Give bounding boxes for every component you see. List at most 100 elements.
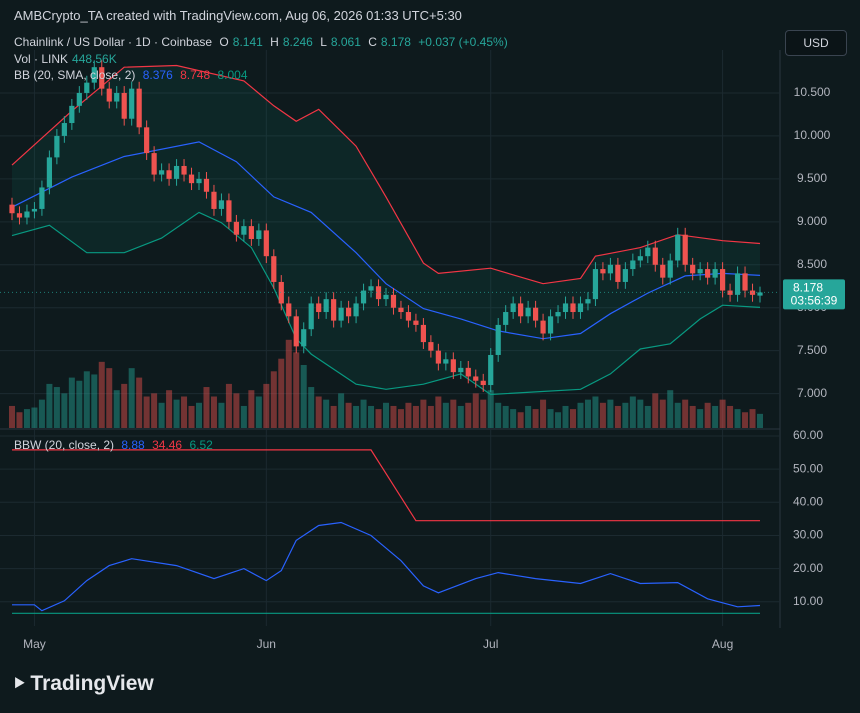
candle-body [293,316,299,347]
volume-bar [330,405,337,428]
bbw-high: 34.46 [152,438,183,452]
candle-body [353,303,359,317]
close-value: 8.178 [380,35,411,49]
candle-body [495,324,501,355]
candle-body [226,200,232,222]
volume-bar [412,405,419,428]
candle-body [271,256,277,282]
candle-body [607,264,613,274]
volume-bar [719,399,726,428]
y-tick-label: 9.000 [797,214,827,228]
volume-bar [442,402,449,428]
volume-bar [353,405,360,428]
candle-body [398,307,404,313]
ohlc-letter: C [368,35,377,49]
candle-body [173,165,180,179]
candle-body [211,191,217,209]
candle-body [622,269,628,282]
candle-body [592,269,599,300]
candle-body [308,303,314,330]
candle-body [577,303,584,313]
last-price-label: 8.178 [793,281,823,295]
candle-body [510,303,516,313]
candle-body [667,260,673,278]
volume-bar [23,409,30,428]
volume-bar [270,371,277,428]
volume-value: 448.56K [72,52,117,66]
candle-body [233,221,239,235]
candle-body [465,367,471,377]
currency-button[interactable]: USD [785,30,847,56]
candle-body [488,354,494,386]
volume-bar [644,405,651,428]
candle-body [555,312,561,317]
volume-bar [83,371,90,428]
volume-bar [240,405,247,428]
volume-bar [704,402,711,428]
volume-bar [420,399,427,428]
volume-bar [323,399,330,428]
y-tick-label: 8.500 [797,257,827,271]
candle-body [720,269,726,291]
candle-body [263,230,269,257]
volume-bar [397,409,404,428]
volume-bar [547,409,554,428]
candle-body [435,350,441,364]
candle-body [405,312,412,321]
x-tick-label: Jun [257,637,276,651]
y-tick-label: 10.00 [793,594,823,608]
volume-bar [510,409,517,428]
ohlc-letter: L [320,35,327,49]
y-tick-label: 40.00 [793,494,823,508]
volume-bar [53,387,60,428]
volume-bar [9,405,15,428]
candle-body [525,307,531,317]
candle-body [630,260,636,270]
candle-body [390,294,397,308]
volume-bar [263,383,270,428]
candle-body [151,153,157,175]
volume-bar [607,399,614,428]
candle-body [540,320,546,334]
volume-bar [390,405,397,428]
volume-bar [16,412,23,428]
volume-bar [472,393,479,428]
volume-bar [742,412,749,428]
candle-body [503,312,509,325]
countdown: 03:56:39 [791,294,838,308]
candle-body [114,92,120,102]
bb-lower: 8.004 [217,68,248,82]
volume-bar [151,393,158,428]
volume-bar [218,402,225,428]
candle-body [682,234,688,265]
volume-bar [188,405,195,428]
candle-body [570,303,576,313]
candle-body [428,342,434,351]
volume-bar [128,368,135,428]
volume-bar [98,361,105,428]
volume-bar [143,396,150,428]
volume-bar [659,399,666,428]
volume-bar [106,368,113,428]
candle-body [301,329,307,347]
candle-body [256,230,262,239]
candle-body [705,269,711,278]
y-tick-label: 9.500 [797,171,827,185]
candle-body [742,273,748,291]
volume-bar [465,402,472,428]
volume-bar [629,396,636,428]
volume-bar [712,405,719,428]
candle-body [316,303,322,313]
volume-bar [480,399,487,428]
candle-body [16,213,23,218]
candle-body [645,247,651,257]
last-price-box [783,279,845,310]
candle-body [69,105,75,124]
candle-body [383,294,389,300]
volume-bar [562,405,569,428]
volume-bar [727,405,734,428]
candle-body [375,286,382,300]
